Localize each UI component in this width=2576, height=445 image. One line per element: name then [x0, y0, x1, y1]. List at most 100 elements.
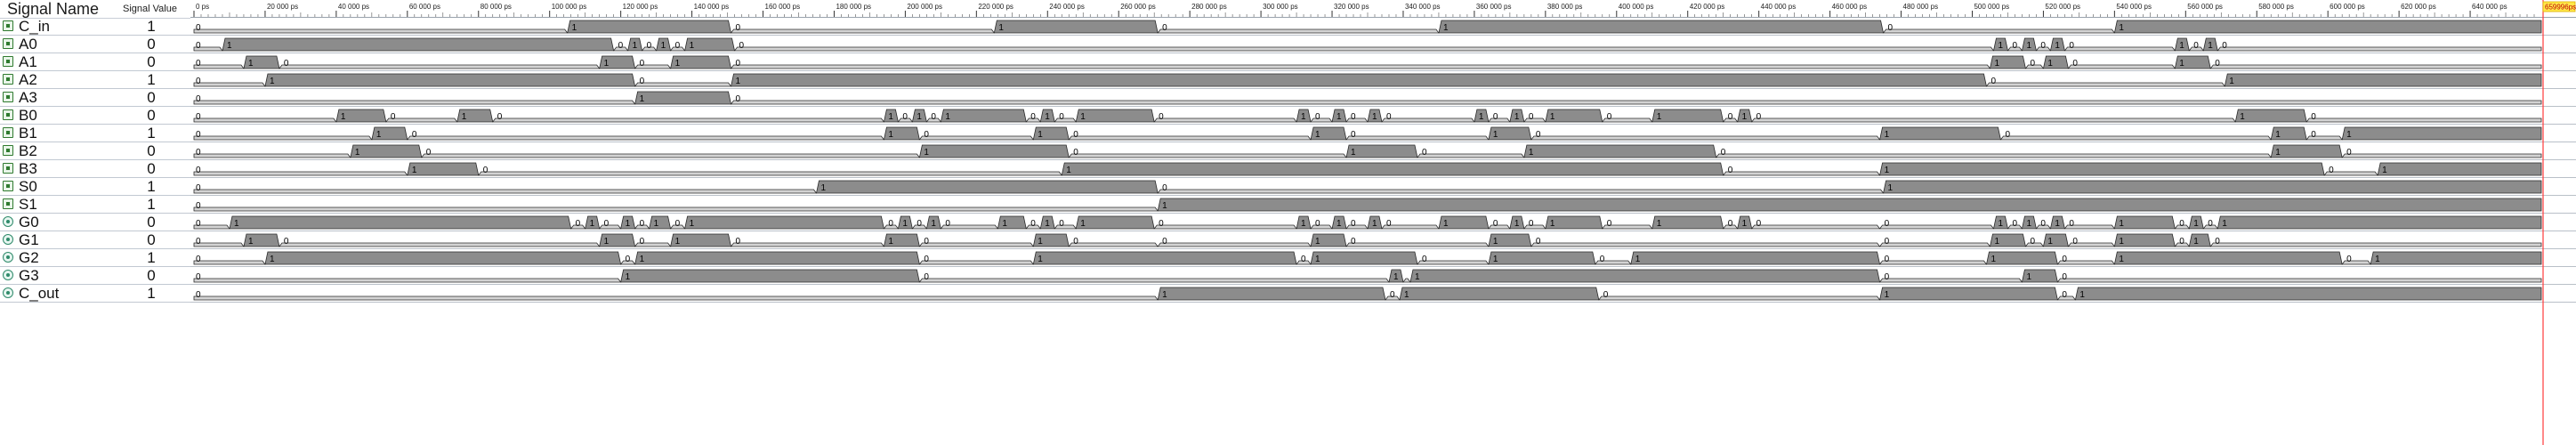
- waveform-value-label: 1: [888, 112, 893, 122]
- signal-row-c-in[interactable]: C_in 1: [0, 18, 190, 36]
- waveform-value-label: 1: [1038, 237, 1043, 247]
- waveform-high-segment: [1075, 109, 1155, 123]
- waveform-value-label: 0: [1059, 112, 1064, 122]
- waveform-low-segment: [193, 153, 351, 158]
- waveform-low-segment: [911, 224, 928, 230]
- signal-row-b1[interactable]: B1 1: [0, 125, 190, 142]
- waveform-value-label: 1: [2047, 237, 2053, 247]
- waveform-low-segment: [2007, 224, 2023, 230]
- waveform-value-label: 1: [1415, 272, 1420, 282]
- waveform-value-label: 0: [196, 237, 201, 247]
- waveform-value-label: 1: [1315, 130, 1320, 140]
- signal-value: 1: [147, 18, 156, 35]
- signal-name: A0: [19, 36, 37, 53]
- tick-label: 80 000 ps: [480, 3, 512, 11]
- waveform-high-segment: [897, 215, 913, 230]
- waveform-value-label: 1: [1372, 112, 1377, 122]
- waveform-value-label: 0: [1536, 237, 1541, 247]
- waveform-low-segment: [1602, 117, 1653, 123]
- waveform-high-segment: [2049, 37, 2065, 52]
- waveform-value-label: 1: [736, 77, 741, 86]
- waveform-value-label: 0: [640, 219, 645, 229]
- waveform-high-segment: [1630, 251, 1881, 265]
- signal-row-a3[interactable]: A3 0: [0, 89, 190, 107]
- waveform-low-segment: [1054, 224, 1078, 230]
- waveform-low-segment: [193, 242, 245, 247]
- signal-row-s0[interactable]: S0 1: [0, 178, 190, 196]
- waveform-low-segment: [925, 117, 942, 123]
- waveform-low-segment: [1417, 260, 1490, 265]
- waveform-low-segment: [1999, 135, 2273, 141]
- waveform-low-segment: [634, 82, 732, 87]
- waveform-value-label: 1: [690, 219, 695, 229]
- signal-name: G1: [19, 231, 39, 248]
- signal-row-a2[interactable]: A2 1: [0, 71, 190, 89]
- signal-row-g0[interactable]: G0 0: [0, 214, 190, 231]
- waveform-high-segment: [1879, 287, 2058, 301]
- waveform-low-segment: [1523, 117, 1546, 123]
- waveform-value-label: 1: [2079, 290, 2085, 300]
- signal-row-b3[interactable]: B3 0: [0, 160, 190, 178]
- waveform-low-segment: [2024, 242, 2045, 247]
- waveform-high-segment: [567, 20, 732, 34]
- waveform-low-segment: [2035, 46, 2052, 52]
- waveform-value-label: 1: [2026, 219, 2031, 229]
- signal-name-column-header[interactable]: Signal Name: [7, 0, 100, 18]
- signal-row-g1[interactable]: G1 0: [0, 231, 190, 249]
- waveform-high-segment: [1296, 109, 1312, 123]
- signal-row-g3[interactable]: G3 0: [0, 267, 190, 285]
- waveform-value-label: 1: [640, 94, 645, 104]
- waveform-value-label: 0: [497, 112, 503, 122]
- waveform-value-label: 0: [1301, 255, 1306, 264]
- tick-label: 620 000 ps: [2401, 3, 2436, 11]
- tick-label: 0 ps: [196, 3, 209, 11]
- waveform-value-label: 0: [196, 148, 201, 158]
- waveform-low-segment: [1402, 278, 1411, 283]
- signal-value: 0: [147, 53, 156, 70]
- waveform-high-segment: [407, 162, 480, 176]
- waveform-high-segment: [2270, 126, 2307, 141]
- waveform-high-segment: [620, 215, 636, 230]
- waveform-high-segment: [229, 215, 572, 230]
- waveform-value-label: 1: [604, 59, 610, 69]
- waveform-low-segment: [2035, 224, 2052, 230]
- signal-row-g2[interactable]: G2 1: [0, 249, 190, 267]
- signal-name: S1: [19, 196, 37, 213]
- waveform-high-segment: [1545, 109, 1603, 123]
- tick-label: 400 000 ps: [1619, 3, 1654, 11]
- tick-label: 280 000 ps: [1191, 3, 1227, 11]
- waveform-high-segment: [883, 126, 920, 141]
- waveform-value-label: 0: [196, 77, 201, 86]
- waveform-high-segment: [2113, 215, 2176, 230]
- waveform-value-label: 1: [1998, 41, 2003, 51]
- waveform-value-label: 1: [1994, 59, 1999, 69]
- waveform-value-label: 0: [739, 41, 745, 51]
- signal-row-c-out[interactable]: C_out 1: [0, 285, 190, 303]
- waveform-value-label: 0: [1728, 112, 1733, 122]
- waveform-value-label: 1: [1080, 112, 1086, 122]
- signal-row-b2[interactable]: B2 0: [0, 142, 190, 160]
- waveform-high-segment: [1509, 215, 1525, 230]
- waveform-value-label: 0: [2040, 41, 2046, 51]
- waveform-view[interactable]: 0 ps 20 000 ps 40 000 ps 60 000 ps 80 000 ps…: [190, 0, 2576, 445]
- waveform-high-segment: [911, 109, 927, 123]
- waveform-low-segment: [730, 100, 2542, 105]
- waveform-high-segment: [670, 233, 732, 247]
- signal-row-s1[interactable]: S1 1: [0, 196, 190, 214]
- waveform-value-label: 0: [2062, 255, 2067, 264]
- signal-row-a0[interactable]: A0 0: [0, 36, 190, 53]
- input-port-icon: [3, 74, 13, 85]
- signal-value: 0: [147, 89, 156, 106]
- signal-row-a1[interactable]: A1 0: [0, 53, 190, 71]
- waveform-high-segment: [1310, 126, 1347, 141]
- waveform-value-label: 1: [462, 112, 467, 122]
- signal-row-b0[interactable]: B0 0: [0, 107, 190, 125]
- waveform-value-label: 1: [1372, 219, 1377, 229]
- waveform-value-label: 1: [1351, 148, 1356, 158]
- waveform-value-label: 0: [2346, 148, 2352, 158]
- waveform-value-label: 0: [1529, 112, 1534, 122]
- signal-value-column-header[interactable]: Signal Value: [123, 4, 177, 14]
- waveform-value-label: 1: [2222, 219, 2227, 229]
- input-port-icon: [3, 38, 13, 49]
- waveform-value-label: 1: [2119, 255, 2124, 264]
